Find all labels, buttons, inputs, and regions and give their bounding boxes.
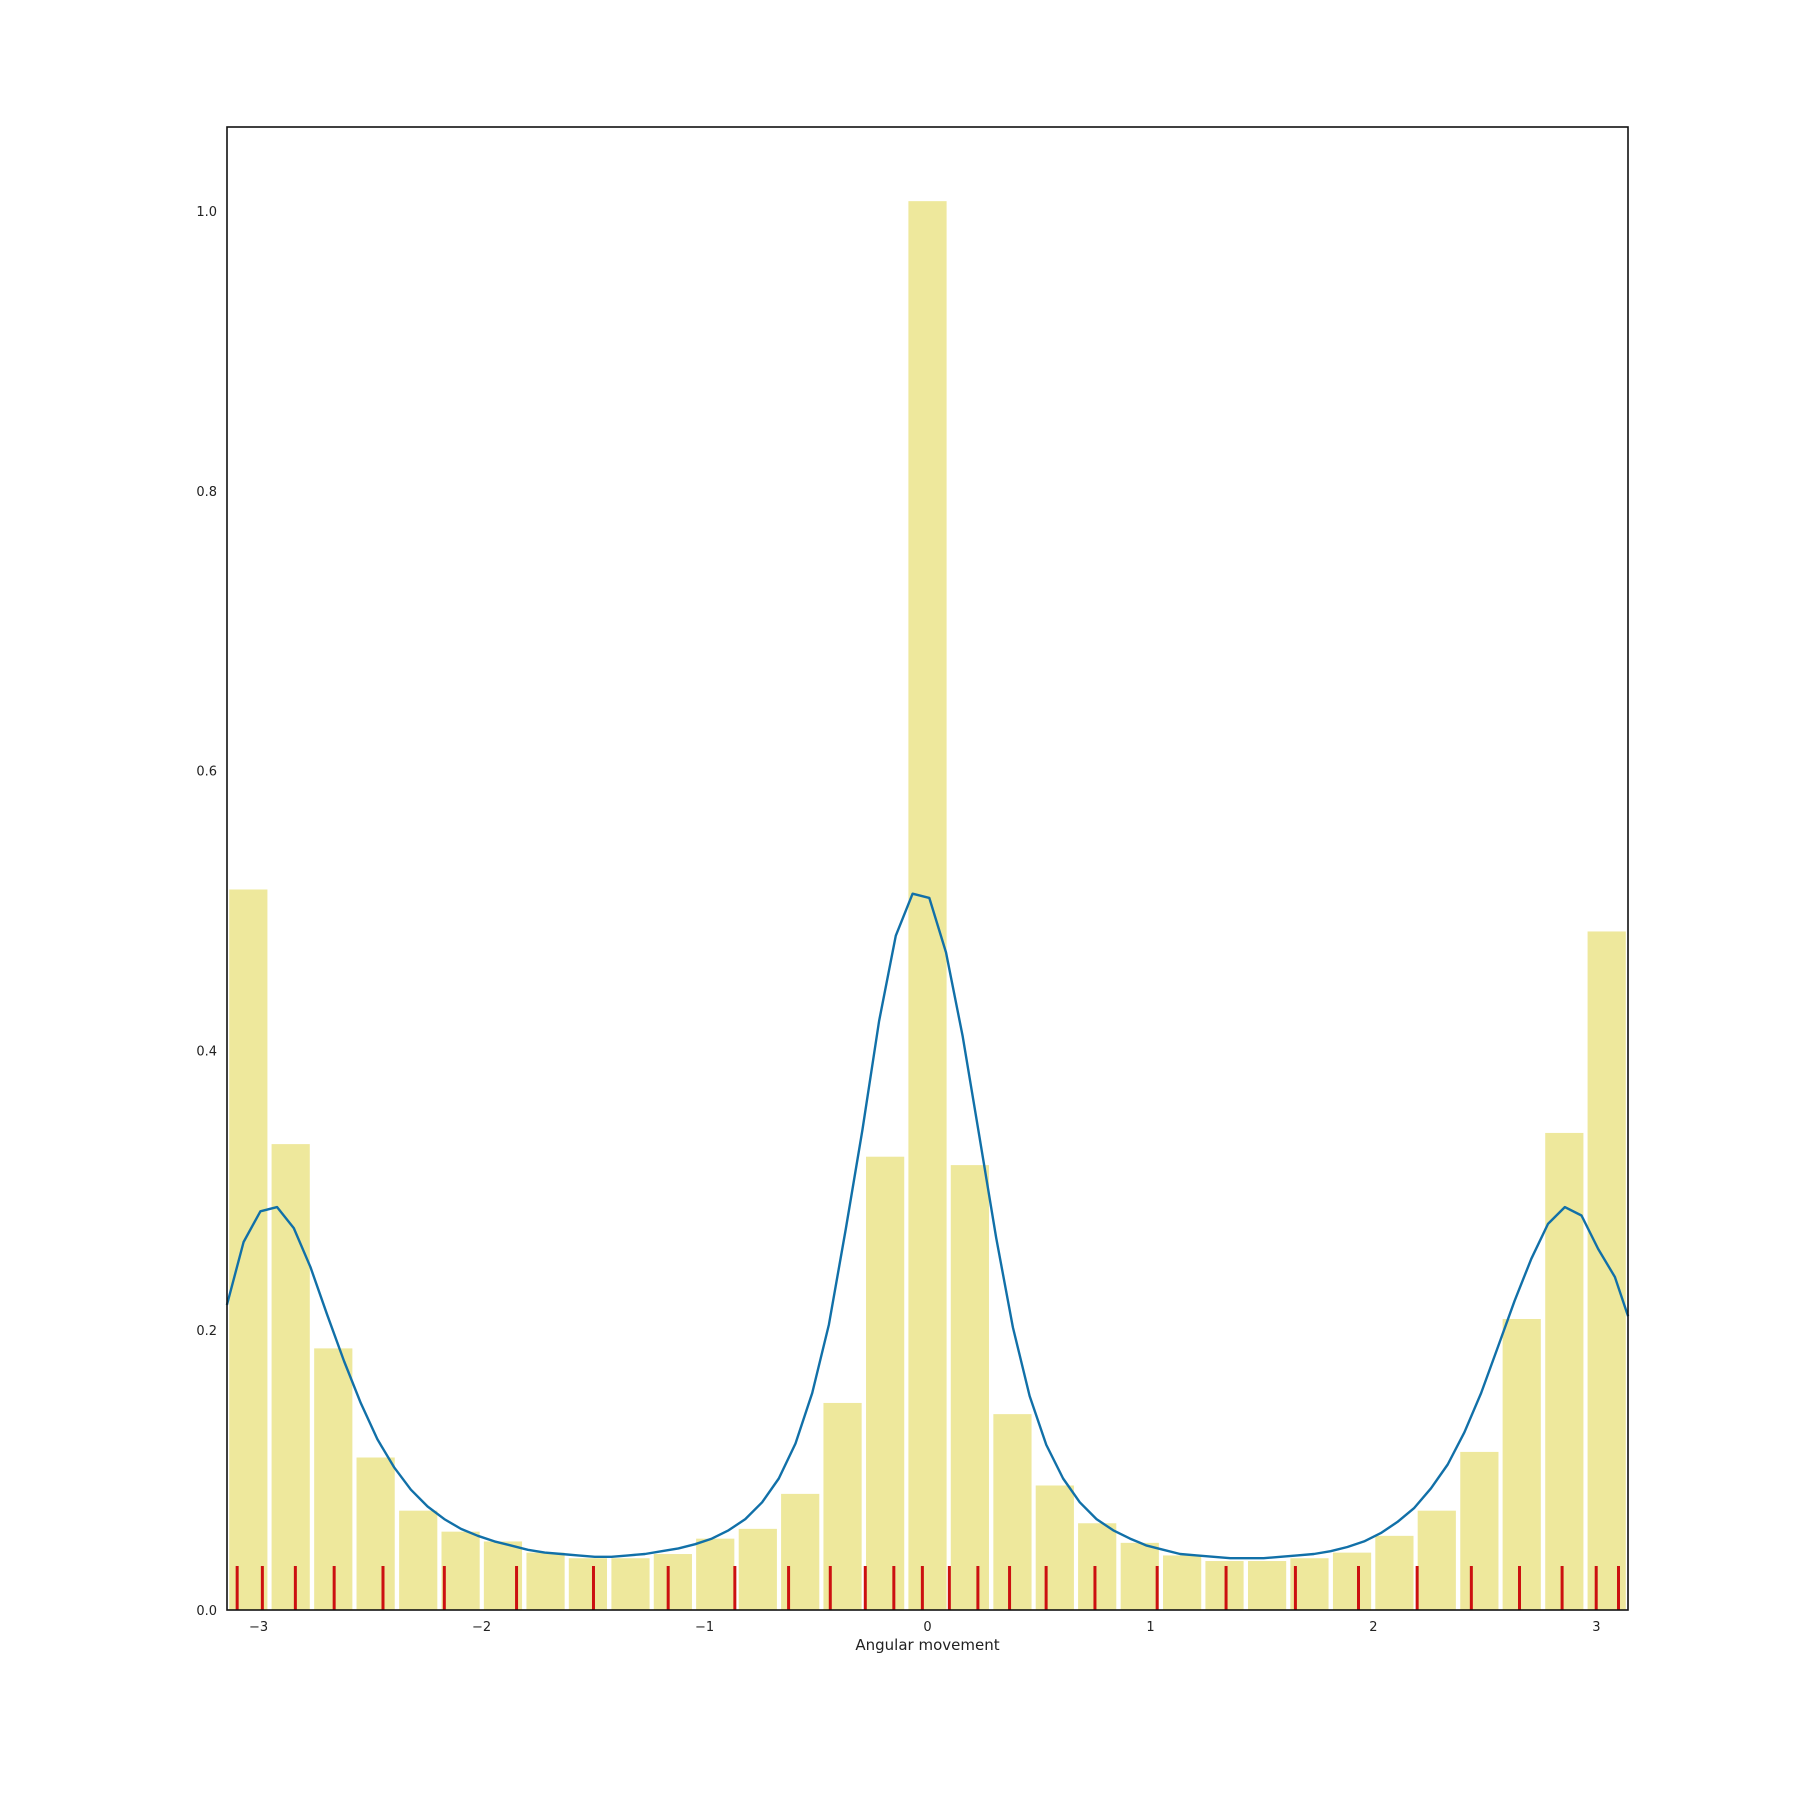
histogram-bar (696, 1538, 735, 1610)
x-tick-label: −2 (472, 1620, 491, 1635)
x-tick-label: −3 (249, 1620, 268, 1635)
x-tick-label: −1 (695, 1620, 714, 1635)
histogram-bar (441, 1531, 480, 1610)
y-tick-label: 0.0 (196, 1604, 217, 1619)
x-tick-label: 2 (1369, 1620, 1377, 1635)
x-tick-label: 3 (1592, 1620, 1600, 1635)
histogram-bar (950, 1165, 989, 1610)
histogram-bar (908, 201, 947, 1610)
histogram-bars (229, 201, 1626, 1610)
y-tick-label: 0.8 (196, 485, 217, 500)
histogram-bar (568, 1558, 608, 1610)
x-tick-label: 1 (1146, 1620, 1154, 1635)
histogram-bar (1502, 1318, 1541, 1610)
histogram-bar (229, 889, 268, 1610)
histogram-bar (1460, 1451, 1499, 1610)
density-curve (225, 892, 1630, 1560)
density-line (225, 892, 1630, 1560)
y-tick-label: 0.2 (196, 1324, 217, 1339)
histogram-bar (1078, 1523, 1117, 1610)
histogram-bar (653, 1554, 692, 1610)
histogram-bar (1332, 1552, 1372, 1610)
histogram-bar (781, 1493, 820, 1610)
histogram-bar (1247, 1561, 1287, 1610)
histogram-bar (1035, 1485, 1074, 1610)
histogram-bar (271, 1144, 310, 1610)
histogram-bar (526, 1552, 565, 1610)
histogram-bar (1417, 1510, 1456, 1610)
histogram-bar (399, 1510, 438, 1610)
y-axis-ticks: 0.0 0.2 0.4 0.6 0.8 1.0 (196, 205, 217, 1619)
x-tick-label: 0 (923, 1620, 931, 1635)
y-tick-label: 0.6 (196, 765, 217, 780)
histogram-bar (1587, 931, 1626, 1610)
y-tick-label: 1.0 (196, 205, 217, 220)
histogram-bar (993, 1414, 1032, 1610)
histogram-bar (866, 1156, 905, 1610)
histogram-bar (611, 1558, 650, 1610)
histogram-bar (1375, 1535, 1414, 1610)
histogram-bar (1120, 1542, 1159, 1610)
histogram-bar (1545, 1132, 1584, 1610)
rug-marks (235, 1566, 1621, 1610)
x-axis-ticks: −3 −2 −1 0 1 2 3 (249, 1620, 1601, 1635)
plot-frame (226, 126, 1629, 1611)
x-axis-label: Angular movement (855, 1636, 999, 1654)
histogram-bar (738, 1528, 777, 1610)
y-tick-label: 0.4 (196, 1044, 217, 1059)
histogram-bar (1205, 1561, 1244, 1610)
histogram-bar (356, 1457, 395, 1610)
histogram-bar (1163, 1555, 1202, 1610)
